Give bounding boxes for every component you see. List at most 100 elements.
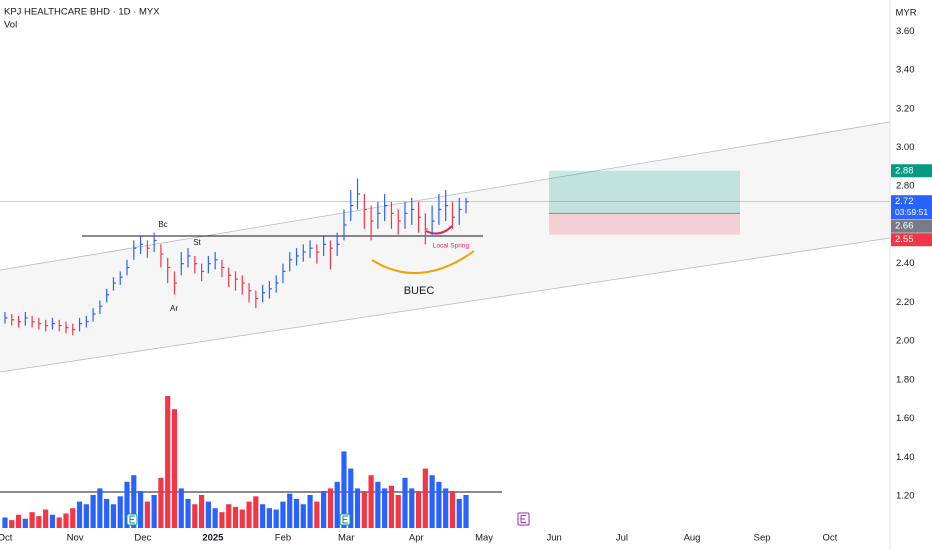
volume-bar xyxy=(375,481,381,528)
volume-bar xyxy=(90,495,96,528)
volume-bar xyxy=(456,498,462,528)
x-tick-label: Feb xyxy=(275,533,291,544)
annotation: Local Spring xyxy=(433,243,470,250)
annotation: BUEC xyxy=(404,285,435,297)
volume-bar xyxy=(131,475,137,528)
volume-bar xyxy=(171,409,178,528)
y-tick-label: 2.40 xyxy=(896,258,915,269)
volume-bar xyxy=(232,506,239,528)
x-tick-label: Aug xyxy=(684,533,701,544)
annotation: St xyxy=(193,238,201,247)
volume-bar xyxy=(15,514,22,528)
buec-curve xyxy=(371,250,475,275)
volume-bar xyxy=(449,491,456,528)
volume-bar xyxy=(382,488,388,528)
y-tick-label: 1.40 xyxy=(896,452,915,463)
volume-bar xyxy=(429,475,435,528)
x-tick-label: Oct xyxy=(0,533,13,544)
volume-bar xyxy=(463,495,469,528)
x-tick-label: Sep xyxy=(754,533,771,544)
volume-bar xyxy=(354,488,361,528)
x-tick-label: Oct xyxy=(822,533,837,544)
volume-bar xyxy=(334,481,340,528)
x-tick-label: Jun xyxy=(546,533,561,544)
volume-bar xyxy=(151,495,157,528)
volume-bar xyxy=(137,491,144,528)
channel-upper xyxy=(0,121,891,271)
volume-bar xyxy=(287,493,293,528)
annotation: Ar xyxy=(170,304,178,313)
volume-bar xyxy=(97,488,103,528)
volume-bar xyxy=(341,451,347,528)
x-tick-label: May xyxy=(475,533,493,544)
volume-bar xyxy=(368,475,374,528)
volume-bar xyxy=(260,504,266,528)
y-tick-label: 3.20 xyxy=(896,103,915,114)
earnings-glyph xyxy=(342,515,348,524)
volume-bar xyxy=(239,509,245,528)
volume-bar xyxy=(246,501,252,528)
volume-bar xyxy=(185,498,191,528)
x-tick-label: Jul xyxy=(616,533,628,544)
volume-bar xyxy=(56,517,62,528)
volume-bar xyxy=(273,509,279,528)
volume-bar xyxy=(266,508,272,528)
volume-bar xyxy=(327,488,334,528)
channel-lower xyxy=(0,237,891,373)
volume-bar xyxy=(178,488,184,528)
volume-bar xyxy=(300,504,306,528)
earnings-events xyxy=(126,512,530,526)
volume-bar xyxy=(110,504,117,528)
spring-curve xyxy=(425,225,453,235)
volume-bar xyxy=(395,495,401,528)
volume-bar xyxy=(117,496,123,528)
y-tick-label: 1.80 xyxy=(896,374,915,385)
volume-bar xyxy=(293,498,300,528)
volume-bar xyxy=(307,495,313,528)
volume-bar xyxy=(22,518,28,528)
price-tag-label: 2.72 xyxy=(895,196,914,207)
y-tick-label: 3.60 xyxy=(896,26,915,37)
volume-bar xyxy=(361,491,367,528)
annotation: Bc xyxy=(158,220,167,229)
price-tag-label: 2.66 xyxy=(895,221,914,232)
volume-bar xyxy=(63,513,69,528)
currency-label: MYR xyxy=(895,8,916,19)
price-tag xyxy=(891,164,932,178)
x-tick-label: Mar xyxy=(338,533,354,544)
earnings-glyph xyxy=(520,515,526,523)
volume-bar xyxy=(165,396,171,528)
y-tick-label: 3.40 xyxy=(896,65,915,76)
volume-bar xyxy=(83,504,89,528)
y-tick-label: 1.20 xyxy=(896,490,915,501)
volume-bar xyxy=(76,501,83,528)
volume-bar xyxy=(192,504,198,528)
y-tick-label: 3.00 xyxy=(896,142,915,153)
price-tag xyxy=(891,233,932,247)
volume-bar xyxy=(9,520,15,528)
volume-bar xyxy=(409,488,415,528)
volume-bar xyxy=(253,496,259,528)
volume-bar xyxy=(388,485,395,528)
countdown-label: 03:59:51 xyxy=(895,207,928,217)
volume-bar xyxy=(144,501,150,528)
x-tick-label: Dec xyxy=(134,533,151,544)
volume-bar xyxy=(198,495,205,528)
y-tick-label: 2.20 xyxy=(896,297,915,308)
chart-title: KPJ HEALTHCARE BHD · 1D · MYX xyxy=(4,7,160,18)
volume-bar xyxy=(402,477,408,528)
y-tick-label: 2.80 xyxy=(896,181,915,192)
price-tag xyxy=(891,219,932,233)
volume-bar xyxy=(348,468,354,528)
price-tag-label: 2.88 xyxy=(895,165,914,176)
volume-bar xyxy=(314,501,320,528)
volume-bar xyxy=(321,491,327,528)
y-tick-label: 2.00 xyxy=(896,336,915,347)
volume-bar xyxy=(226,504,232,528)
x-tick-label: Apr xyxy=(409,533,424,544)
x-tick-label: Nov xyxy=(67,533,84,544)
channel-fill xyxy=(0,122,890,372)
y-tick-label: 1.60 xyxy=(896,413,915,424)
volume-bar xyxy=(280,501,286,528)
